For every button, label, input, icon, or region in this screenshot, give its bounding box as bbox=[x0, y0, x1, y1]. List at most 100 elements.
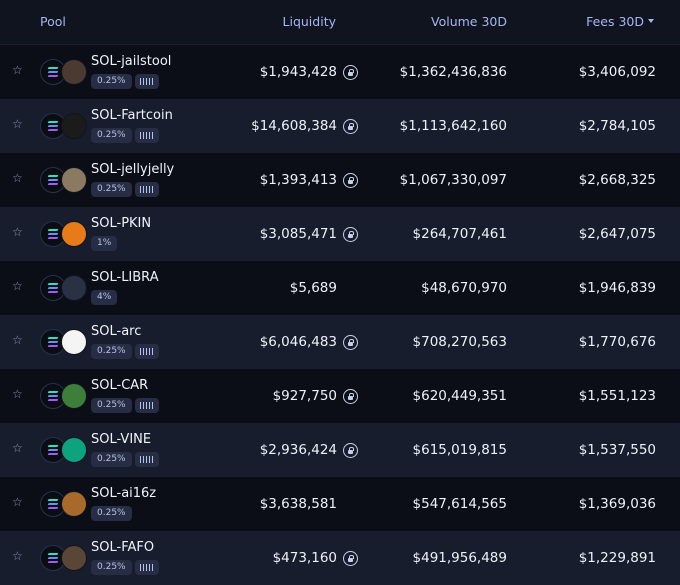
sort-desc-icon[interactable] bbox=[648, 19, 654, 23]
token-icon bbox=[61, 329, 87, 355]
pool-pair-name[interactable]: SOL-CAR bbox=[91, 378, 149, 393]
table-row[interactable]: ☆ SOL-VINE 0.25% $2,936,424 $615,019,815 $1,5… bbox=[0, 423, 680, 477]
table-body: ☆ SOL-jailstool 0.25% $1,943,428 $1,362,436,… bbox=[0, 45, 680, 585]
lock-icon[interactable] bbox=[343, 443, 358, 458]
fees-30d-value: $1,229,891 bbox=[578, 550, 656, 566]
lock-icon[interactable] bbox=[343, 335, 358, 350]
star-icon[interactable]: ☆ bbox=[12, 225, 23, 239]
star-icon[interactable]: ☆ bbox=[12, 117, 23, 131]
liquidity-value: $927,750 bbox=[272, 388, 337, 404]
pool-badges: 0.25% bbox=[91, 398, 159, 413]
table-row[interactable]: ☆ SOL-jellyjelly 0.25% $1,393,413 $1,067,330… bbox=[0, 153, 680, 207]
fee-tier-badge: 0.25% bbox=[91, 506, 132, 521]
table-row[interactable]: ☆ SOL-Fartcoin 0.25% $14,608,384 $1,113,642,… bbox=[0, 99, 680, 153]
liquidity-value: $3,085,471 bbox=[259, 226, 337, 242]
fees-30d-value: $1,770,676 bbox=[578, 334, 656, 350]
pool-pair-name[interactable]: SOL-Fartcoin bbox=[91, 108, 173, 123]
pool-badges: 4% bbox=[91, 290, 118, 305]
header-fees-30d[interactable]: Fees 30D bbox=[586, 14, 644, 29]
volume-30d-value: $615,019,815 bbox=[412, 442, 507, 458]
pool-pair-name[interactable]: SOL-ai16z bbox=[91, 486, 157, 501]
pool-badges: 0.25% bbox=[91, 560, 159, 575]
kamino-icon bbox=[134, 128, 159, 143]
kamino-icon bbox=[134, 560, 159, 575]
pair-icons bbox=[40, 275, 88, 301]
pair-icons bbox=[40, 383, 88, 409]
star-icon[interactable]: ☆ bbox=[12, 387, 23, 401]
star-icon[interactable]: ☆ bbox=[12, 63, 23, 77]
table-row[interactable]: ☆ SOL-arc 0.25% $6,046,483 $708,270,563 $1,77… bbox=[0, 315, 680, 369]
star-icon[interactable]: ☆ bbox=[12, 333, 23, 347]
pool-badges: 0.25% bbox=[91, 344, 159, 359]
liquidity-value: $2,936,424 bbox=[259, 442, 337, 458]
kamino-icon bbox=[134, 344, 159, 359]
liquidity-value: $1,943,428 bbox=[259, 64, 337, 80]
pool-badges: 1% bbox=[91, 236, 118, 251]
lock-icon[interactable] bbox=[343, 65, 358, 80]
lock-icon[interactable] bbox=[343, 227, 358, 242]
pool-pair-name[interactable]: SOL-jellyjelly bbox=[91, 162, 175, 177]
pool-pair-name[interactable]: SOL-PKIN bbox=[91, 216, 152, 231]
liquidity-value: $14,608,384 bbox=[251, 118, 337, 134]
header-pool[interactable]: Pool bbox=[40, 14, 66, 29]
fees-30d-value: $2,784,105 bbox=[578, 118, 656, 134]
pool-pair-name[interactable]: SOL-FAFO bbox=[91, 540, 155, 555]
table-row[interactable]: ☆ SOL-jailstool 0.25% $1,943,428 $1,362,436,… bbox=[0, 45, 680, 99]
liquidity-value: $5,689 bbox=[289, 280, 337, 296]
volume-30d-value: $1,113,642,160 bbox=[399, 118, 507, 134]
table-row[interactable]: ☆ SOL-PKIN 1% $3,085,471 $264,707,461 $2,647,… bbox=[0, 207, 680, 261]
fees-30d-value: $2,647,075 bbox=[578, 226, 656, 242]
fee-tier-badge: 0.25% bbox=[91, 452, 132, 467]
fee-tier-badge: 4% bbox=[91, 290, 118, 305]
star-icon[interactable]: ☆ bbox=[12, 171, 23, 185]
volume-30d-value: $547,614,565 bbox=[412, 496, 507, 512]
pool-pair-name[interactable]: SOL-arc bbox=[91, 324, 142, 339]
pair-icons bbox=[40, 167, 88, 193]
pair-icons bbox=[40, 113, 88, 139]
table-row[interactable]: ☆ SOL-ai16z 0.25% $3,638,581 $547,614,565 $1,… bbox=[0, 477, 680, 531]
pool-badges: 0.25% bbox=[91, 182, 159, 197]
star-icon[interactable]: ☆ bbox=[12, 549, 23, 563]
table-row[interactable]: ☆ SOL-LIBRA 4% $5,689 $48,670,970 $1,946,839 bbox=[0, 261, 680, 315]
solana-icon bbox=[40, 545, 66, 571]
table-row[interactable]: ☆ SOL-CAR 0.25% $927,750 $620,449,351 $1,551,… bbox=[0, 369, 680, 423]
pair-icons bbox=[40, 221, 88, 247]
kamino-icon bbox=[134, 452, 159, 467]
kamino-icon bbox=[134, 398, 159, 413]
token-icon bbox=[61, 59, 87, 85]
lock-icon[interactable] bbox=[343, 389, 358, 404]
pair-icons bbox=[40, 437, 88, 463]
lock-icon[interactable] bbox=[343, 551, 358, 566]
table-row[interactable]: ☆ SOL-FAFO 0.25% $473,160 $491,956,489 $1,229… bbox=[0, 531, 680, 585]
pool-pair-name[interactable]: SOL-VINE bbox=[91, 432, 152, 447]
star-icon[interactable]: ☆ bbox=[12, 495, 23, 509]
fee-tier-badge: 0.25% bbox=[91, 398, 132, 413]
pair-icons bbox=[40, 329, 88, 355]
volume-30d-value: $48,670,970 bbox=[421, 280, 507, 296]
volume-30d-value: $491,956,489 bbox=[412, 550, 507, 566]
star-icon[interactable]: ☆ bbox=[12, 441, 23, 455]
volume-30d-value: $708,270,563 bbox=[412, 334, 507, 350]
header-volume-30d[interactable]: Volume 30D bbox=[431, 14, 507, 29]
header-liquidity[interactable]: Liquidity bbox=[282, 14, 336, 29]
token-icon bbox=[61, 545, 87, 571]
fees-30d-value: $1,369,036 bbox=[578, 496, 656, 512]
token-icon bbox=[61, 383, 87, 409]
lock-icon[interactable] bbox=[343, 119, 358, 134]
fee-tier-badge: 0.25% bbox=[91, 344, 132, 359]
star-icon[interactable]: ☆ bbox=[12, 279, 23, 293]
pool-pair-name[interactable]: SOL-jailstool bbox=[91, 54, 172, 69]
kamino-icon bbox=[134, 182, 159, 197]
liquidity-value: $1,393,413 bbox=[259, 172, 337, 188]
lock-icon[interactable] bbox=[343, 173, 358, 188]
token-icon bbox=[61, 437, 87, 463]
volume-30d-value: $1,067,330,097 bbox=[399, 172, 507, 188]
liquidity-value: $3,638,581 bbox=[259, 496, 337, 512]
token-icon bbox=[61, 275, 87, 301]
fees-30d-value: $1,537,550 bbox=[578, 442, 656, 458]
pair-icons bbox=[40, 545, 88, 571]
pair-icons bbox=[40, 491, 88, 517]
pool-pair-name[interactable]: SOL-LIBRA bbox=[91, 270, 159, 285]
volume-30d-value: $264,707,461 bbox=[412, 226, 507, 242]
